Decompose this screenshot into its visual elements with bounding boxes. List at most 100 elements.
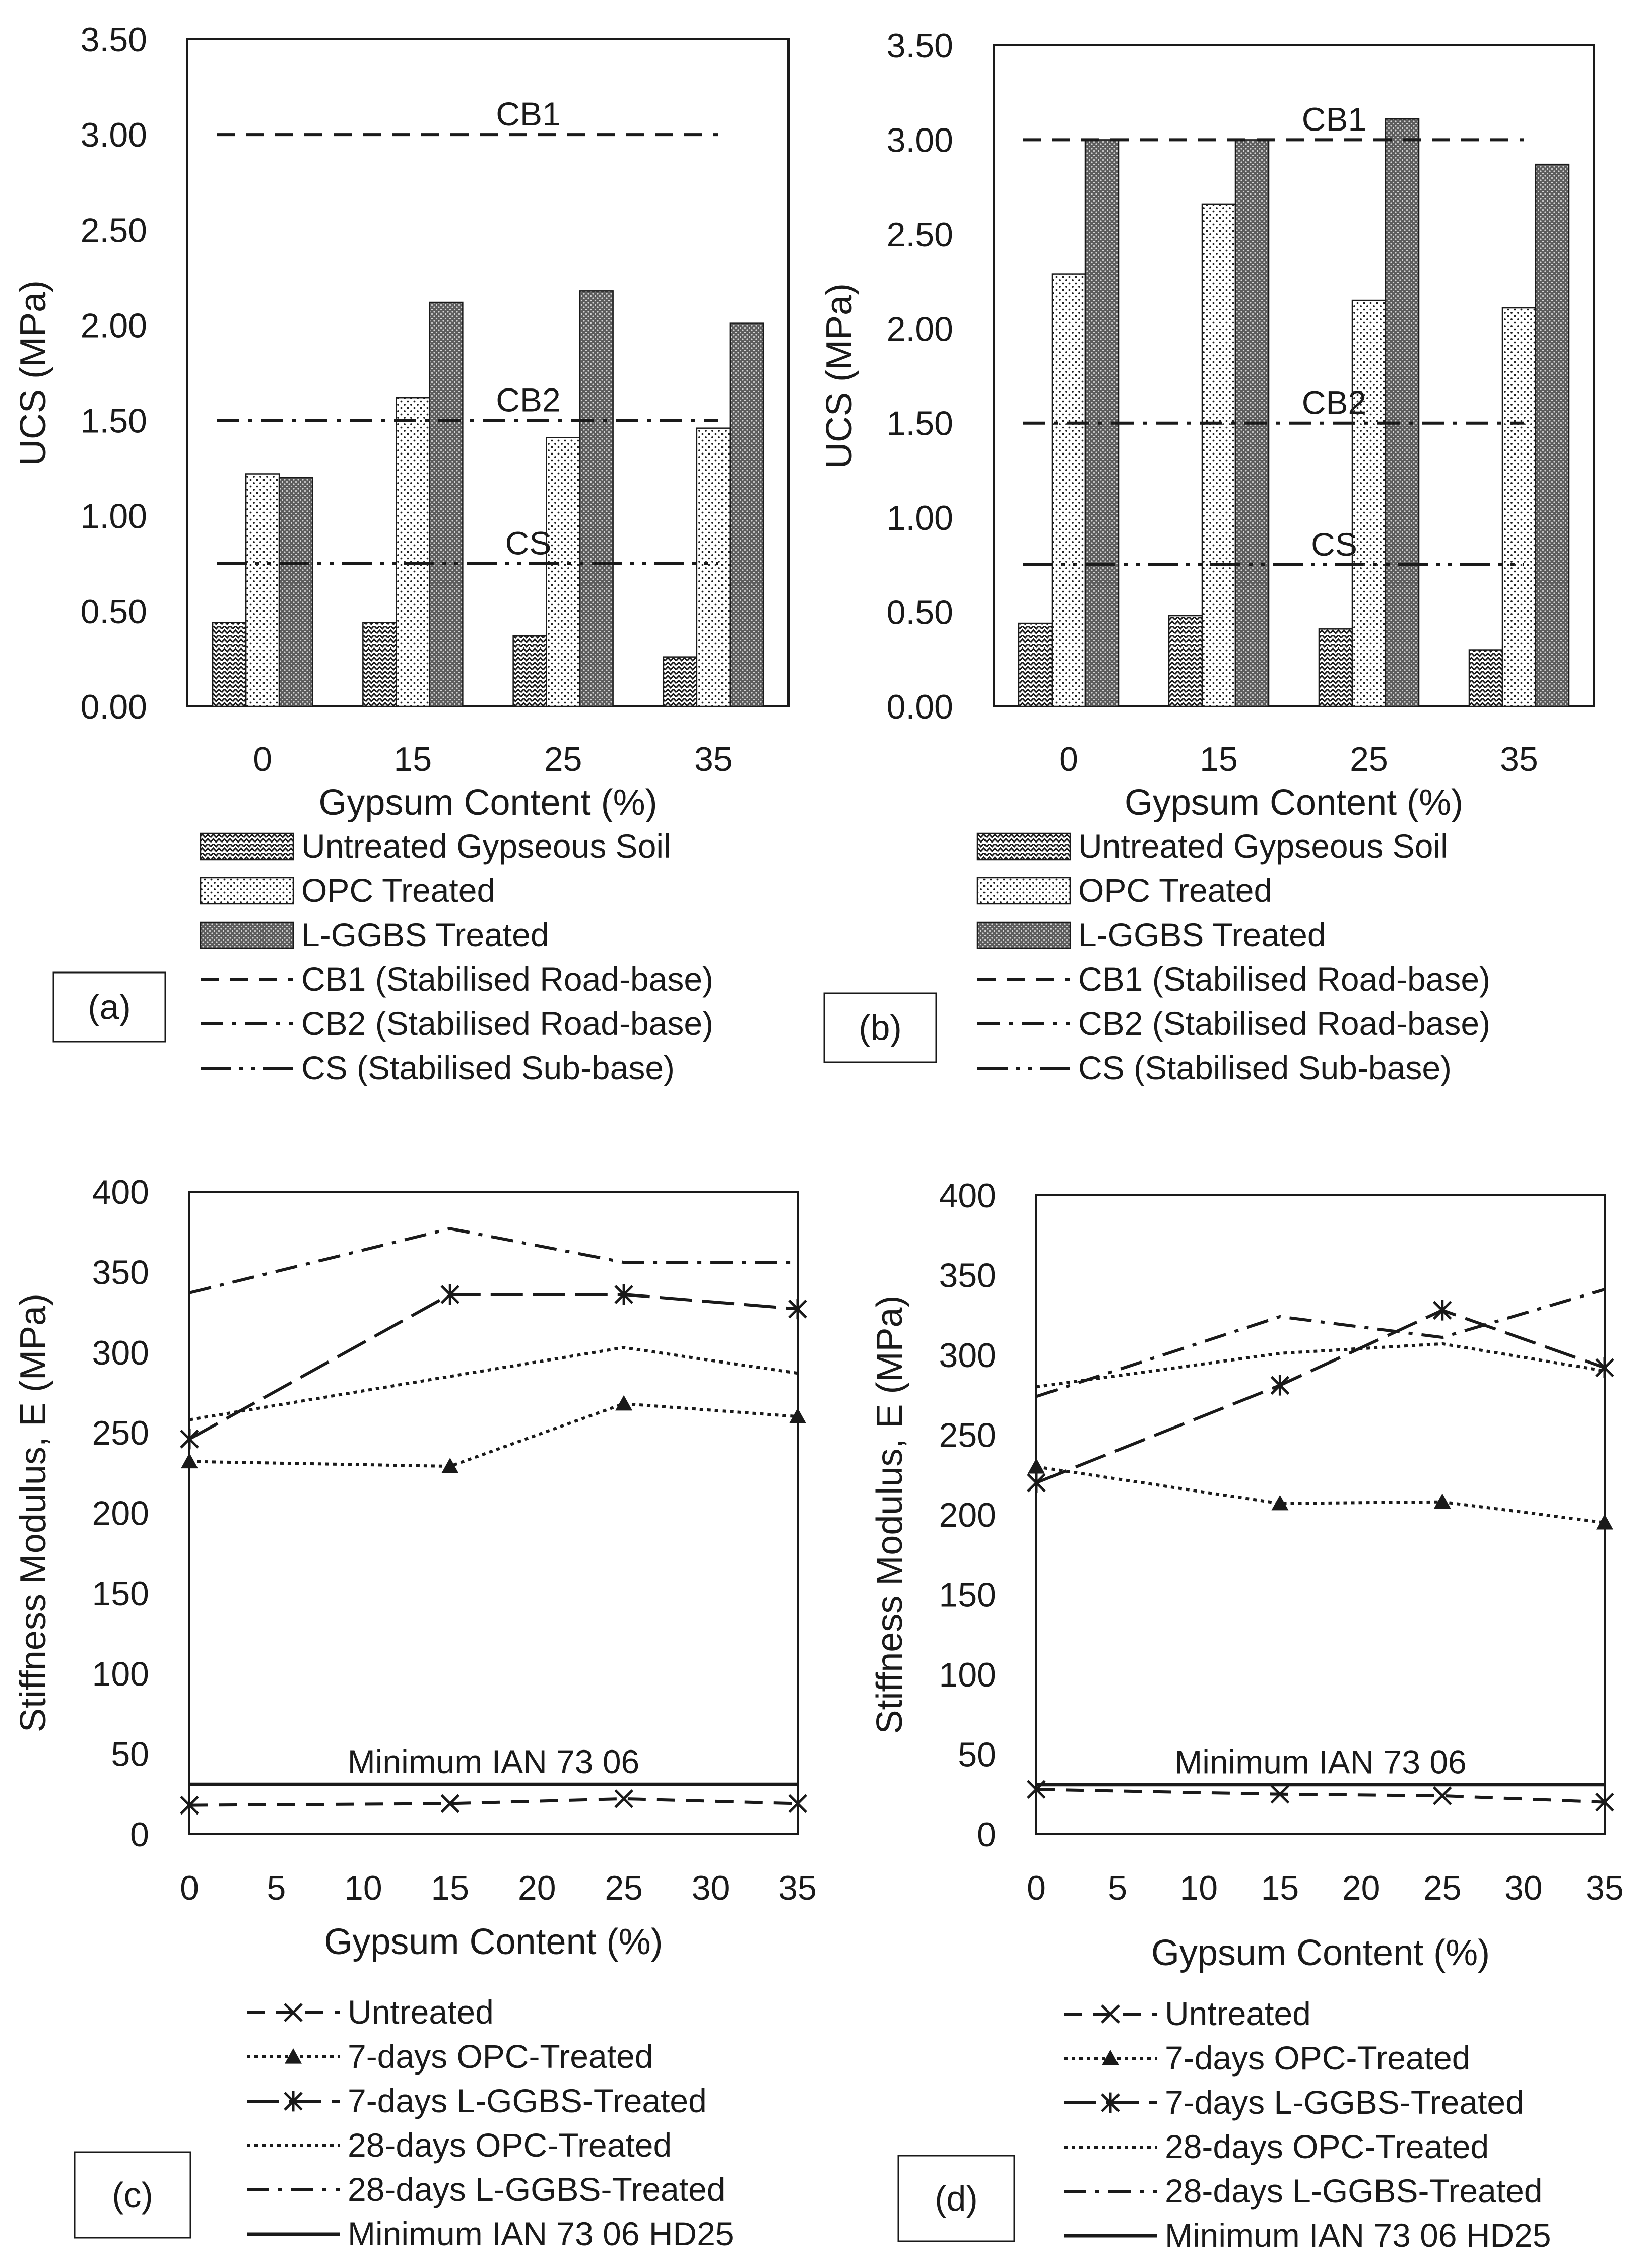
y-axis-title: UCS (MPa): [13, 280, 53, 466]
y-tick-label: 3.00: [81, 116, 147, 154]
series-line: [1036, 1288, 1605, 1398]
y-tick-label: 3.50: [81, 21, 147, 59]
x-tick-label: 25: [1423, 1869, 1462, 1907]
y-tick-label: 2.50: [81, 211, 147, 249]
y-tick-label: 0: [977, 1816, 996, 1854]
bar: [429, 301, 464, 707]
bar: [1318, 628, 1353, 707]
panel-label-box: [74, 2151, 191, 2239]
panel-label: (c): [112, 2175, 153, 2215]
legend-entry: 28-days L-GGBS-Treated: [1165, 2172, 1543, 2210]
bar: [546, 437, 580, 707]
legend-entry: OPC Treated: [301, 872, 495, 909]
y-tick-label: 300: [92, 1334, 149, 1372]
reference-line-label: Minimum IAN 73 06: [1174, 1743, 1467, 1781]
bar: [1385, 118, 1420, 707]
reference-line-label: Minimum IAN 73 06: [348, 1743, 640, 1780]
x-tick-label: 35: [778, 1869, 817, 1907]
marker-star: [440, 1284, 460, 1305]
marker-star: [1432, 1300, 1452, 1321]
x-tick-label: 15: [1200, 740, 1238, 779]
panel-label: (d): [935, 2179, 978, 2218]
x-tick-label: 0: [1027, 1869, 1046, 1907]
y-tick-label: 400: [92, 1173, 149, 1211]
marker-x: [1027, 1780, 1046, 1799]
legend-entry: 28-days OPC-Treated: [348, 2126, 672, 2164]
marker-x: [440, 1794, 460, 1813]
legend-entry: L-GGBS Treated: [1078, 916, 1326, 953]
marker-star: [1027, 1472, 1046, 1493]
y-tick-label: 100: [939, 1656, 996, 1694]
reference-line-label: CS: [1311, 526, 1357, 563]
reference-line-label: CB1: [1302, 100, 1366, 138]
legend-entry: 7-days L-GGBS-Treated: [1165, 2084, 1524, 2121]
y-tick-label: 3.50: [887, 27, 953, 65]
legend-entry: 28-days OPC-Treated: [1165, 2128, 1489, 2165]
marker-x: [1432, 1786, 1452, 1805]
legend-entry: CS (Stabilised Sub-base): [301, 1049, 675, 1086]
x-tick-label: 25: [544, 740, 582, 779]
x-axis-title: Gypsum Content (%): [318, 783, 657, 823]
bar: [663, 656, 698, 707]
legend-entry: CB2 (Stabilised Road-base): [301, 1005, 713, 1042]
y-tick-label: 1.50: [887, 405, 953, 443]
bar: [1168, 615, 1203, 707]
y-tick-label: 0.50: [81, 593, 147, 631]
series-line: [1036, 1788, 1605, 1804]
marker-x: [180, 1795, 199, 1815]
marker-star: [1270, 1375, 1290, 1396]
x-tick-label: 20: [1342, 1869, 1381, 1907]
bar: [1468, 649, 1503, 707]
bar: [512, 635, 547, 707]
marker-triangle: [1433, 1493, 1451, 1509]
legend-entry: Minimum IAN 73 06 HD25: [348, 2215, 734, 2252]
bar: [579, 290, 614, 707]
x-tick-label: 20: [518, 1869, 556, 1907]
x-tick-label: 15: [431, 1869, 469, 1907]
marker-star: [284, 2091, 303, 2112]
x-tick-label: 35: [1586, 1869, 1624, 1907]
legend-entry: CS (Stabilised Sub-base): [1078, 1049, 1452, 1086]
legend-entry: 7-days OPC-Treated: [1165, 2039, 1470, 2077]
legend-swatch: [200, 832, 294, 861]
marker-triangle: [1271, 1495, 1289, 1511]
y-tick-label: 2.00: [887, 310, 953, 348]
legend-entry: Untreated: [348, 1993, 494, 2031]
y-tick-label: 2.50: [887, 216, 953, 254]
bar: [1535, 163, 1570, 707]
bar: [1018, 622, 1053, 707]
marker-x: [284, 2003, 303, 2022]
panel-label-box: [52, 971, 166, 1043]
y-tick-label: 1.00: [81, 497, 147, 536]
panel-label-box: [897, 2155, 1015, 2242]
x-tick-label: 5: [1108, 1869, 1127, 1907]
marker-x: [1101, 2004, 1120, 2024]
plot-area: [993, 44, 1595, 707]
bar: [396, 397, 430, 707]
marker-star: [180, 1429, 199, 1450]
legend-swatch: [200, 877, 294, 905]
series-line: [1036, 1465, 1605, 1524]
marker-star: [788, 1299, 807, 1320]
y-tick-label: 0: [130, 1816, 149, 1854]
bar: [1051, 273, 1086, 707]
y-tick-label: 250: [939, 1416, 996, 1455]
x-tick-label: 15: [1261, 1869, 1299, 1907]
y-axis-title: Stiffness Modulus, E (MPa): [13, 1293, 53, 1732]
x-tick-label: 25: [605, 1869, 643, 1907]
bar: [212, 622, 247, 707]
y-tick-label: 350: [939, 1257, 996, 1295]
x-tick-label: 5: [267, 1869, 286, 1907]
marker-x: [1595, 1792, 1614, 1812]
reference-line-label: CB2: [1302, 384, 1366, 421]
series-line: [189, 1346, 798, 1421]
bar: [278, 477, 313, 707]
x-tick-label: 0: [180, 1869, 199, 1907]
series-line: [189, 1797, 798, 1807]
y-tick-label: 3.00: [887, 121, 953, 159]
marker-triangle: [615, 1395, 633, 1411]
x-tick-label: 10: [344, 1869, 382, 1907]
x-tick-label: 35: [1500, 740, 1538, 779]
x-tick-label: 30: [1504, 1869, 1543, 1907]
